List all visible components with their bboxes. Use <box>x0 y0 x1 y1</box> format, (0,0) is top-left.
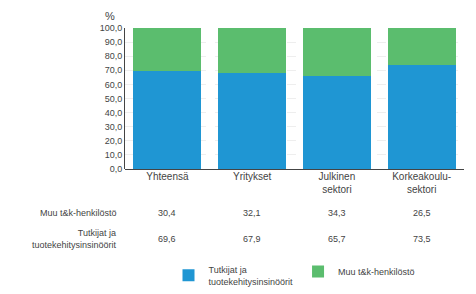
svg-text:20,0: 20,0 <box>105 136 123 146</box>
svg-text:60,0: 60,0 <box>105 80 123 90</box>
svg-text:40,0: 40,0 <box>105 108 123 118</box>
svg-text:%: % <box>105 10 115 22</box>
svg-text:0,0: 0,0 <box>110 164 123 174</box>
svg-text:50,0: 50,0 <box>105 94 123 104</box>
svg-text:Muu t&k-henkilöstö: Muu t&k-henkilöstö <box>40 208 117 218</box>
svg-text:Julkinensektori: Julkinensektori <box>319 171 356 195</box>
svg-text:Muu t&k-henkilöstö: Muu t&k-henkilöstö <box>338 267 415 277</box>
svg-text:34,3: 34,3 <box>328 208 346 218</box>
svg-text:90,0: 90,0 <box>105 37 123 47</box>
svg-text:70,0: 70,0 <box>105 65 123 75</box>
svg-text:80,0: 80,0 <box>105 51 123 61</box>
svg-text:67,9: 67,9 <box>243 234 261 244</box>
svg-text:73,5: 73,5 <box>413 234 431 244</box>
svg-text:30,4: 30,4 <box>158 208 176 218</box>
svg-text:26,5: 26,5 <box>413 208 431 218</box>
svg-text:30,0: 30,0 <box>105 122 123 132</box>
svg-text:100,0: 100,0 <box>100 23 123 33</box>
svg-text:10,0: 10,0 <box>105 150 123 160</box>
svg-text:Tutkijat jatuotekehitysinsinöö: Tutkijat jatuotekehitysinsinöörit <box>32 228 117 250</box>
svg-text:69,6: 69,6 <box>158 234 176 244</box>
svg-text:32,1: 32,1 <box>243 208 261 218</box>
svg-text:Yritykset: Yritykset <box>233 171 272 182</box>
svg-text:Tutkijat jatuotekehitysinsinöö: Tutkijat jatuotekehitysinsinöörit <box>209 265 294 287</box>
svg-text:65,7: 65,7 <box>328 234 346 244</box>
svg-text:Yhteensä: Yhteensä <box>146 171 189 182</box>
svg-text:Korkeakoulu-sektori: Korkeakoulu-sektori <box>392 171 451 195</box>
